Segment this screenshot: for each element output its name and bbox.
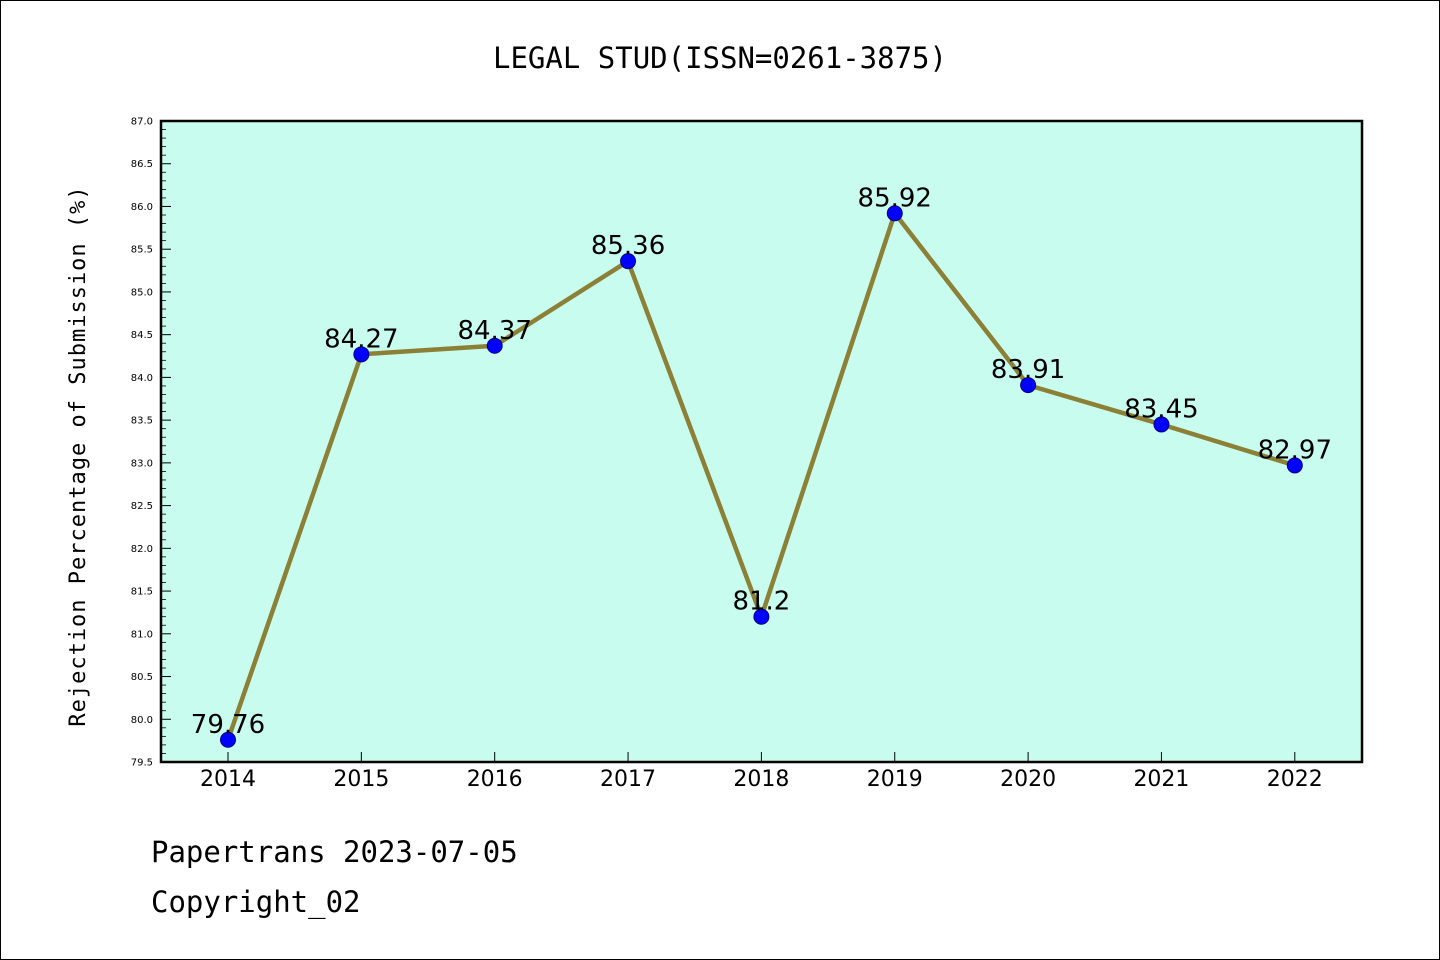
data-label: 79.76 bbox=[191, 710, 265, 740]
x-axis: 2014 2015 2016 2017 2018 2019 2020 2021 2022 bbox=[200, 752, 1323, 792]
y-tick-label: 81.5 bbox=[131, 587, 153, 598]
y-tick-label: 84.5 bbox=[131, 330, 153, 341]
data-point bbox=[753, 608, 770, 625]
data-labels: 79.76 84.27 84.37 85.36 81.2 85.92 83.91 83.45 8… bbox=[191, 183, 1332, 739]
data-point bbox=[220, 731, 236, 748]
y-tick-label: 83.5 bbox=[131, 416, 153, 427]
x-tick-label: 2014 bbox=[200, 767, 256, 792]
data-point bbox=[353, 346, 370, 363]
y-tick-label: 83.0 bbox=[131, 458, 153, 469]
y-tick-label: 87.0 bbox=[131, 117, 153, 128]
y-tick-label: 80.0 bbox=[131, 715, 153, 726]
data-label: 84.27 bbox=[324, 324, 398, 354]
data-point bbox=[486, 337, 503, 354]
data-point bbox=[1286, 457, 1303, 474]
y-tick-label: 84.0 bbox=[131, 373, 153, 384]
data-point bbox=[620, 253, 637, 270]
x-tick-label: 2017 bbox=[600, 767, 656, 792]
data-label: 82.97 bbox=[1258, 435, 1332, 465]
y-tick-label: 82.0 bbox=[131, 544, 153, 555]
x-tick-label: 2022 bbox=[1267, 767, 1323, 792]
data-point bbox=[886, 205, 903, 222]
data-points bbox=[220, 205, 1303, 748]
data-point bbox=[1020, 377, 1037, 394]
y-tick-label: 81.0 bbox=[131, 629, 153, 640]
data-label: 81.2 bbox=[732, 587, 790, 617]
data-label: 85.36 bbox=[591, 231, 665, 261]
data-label: 85.92 bbox=[858, 183, 932, 213]
x-tick-label: 2020 bbox=[1000, 767, 1056, 792]
x-tick-label: 2018 bbox=[733, 767, 789, 792]
y-tick-label: 82.5 bbox=[131, 501, 153, 512]
data-label: 83.45 bbox=[1124, 394, 1198, 424]
data-point bbox=[1153, 416, 1170, 433]
y-tick-label: 80.5 bbox=[131, 672, 153, 683]
y-axis-label: Rejection Percentage of Submission (%) bbox=[66, 185, 91, 726]
x-tick-label: 2016 bbox=[467, 767, 523, 792]
y-tick-label: 79.5 bbox=[131, 758, 153, 769]
y-tick-label: 85.5 bbox=[131, 245, 153, 256]
y-tick-label: 85.0 bbox=[131, 287, 153, 298]
footer-source-date: Papertrans 2023-07-05 bbox=[151, 835, 518, 869]
x-tick-label: 2021 bbox=[1133, 767, 1189, 792]
chart-title: LEGAL STUD(ISSN=0261-3875) bbox=[493, 41, 947, 75]
plot-area bbox=[161, 121, 1362, 762]
y-tick-label: 86.5 bbox=[131, 159, 153, 170]
x-tick-label: 2015 bbox=[333, 767, 389, 792]
footer-copyright: Copyright_02 bbox=[151, 885, 361, 919]
data-label: 83.91 bbox=[991, 355, 1065, 385]
plot-frame bbox=[159, 119, 1364, 764]
data-label: 84.37 bbox=[457, 316, 531, 346]
y-tick-label: 86.0 bbox=[131, 202, 153, 213]
x-tick-label: 2019 bbox=[867, 767, 923, 792]
